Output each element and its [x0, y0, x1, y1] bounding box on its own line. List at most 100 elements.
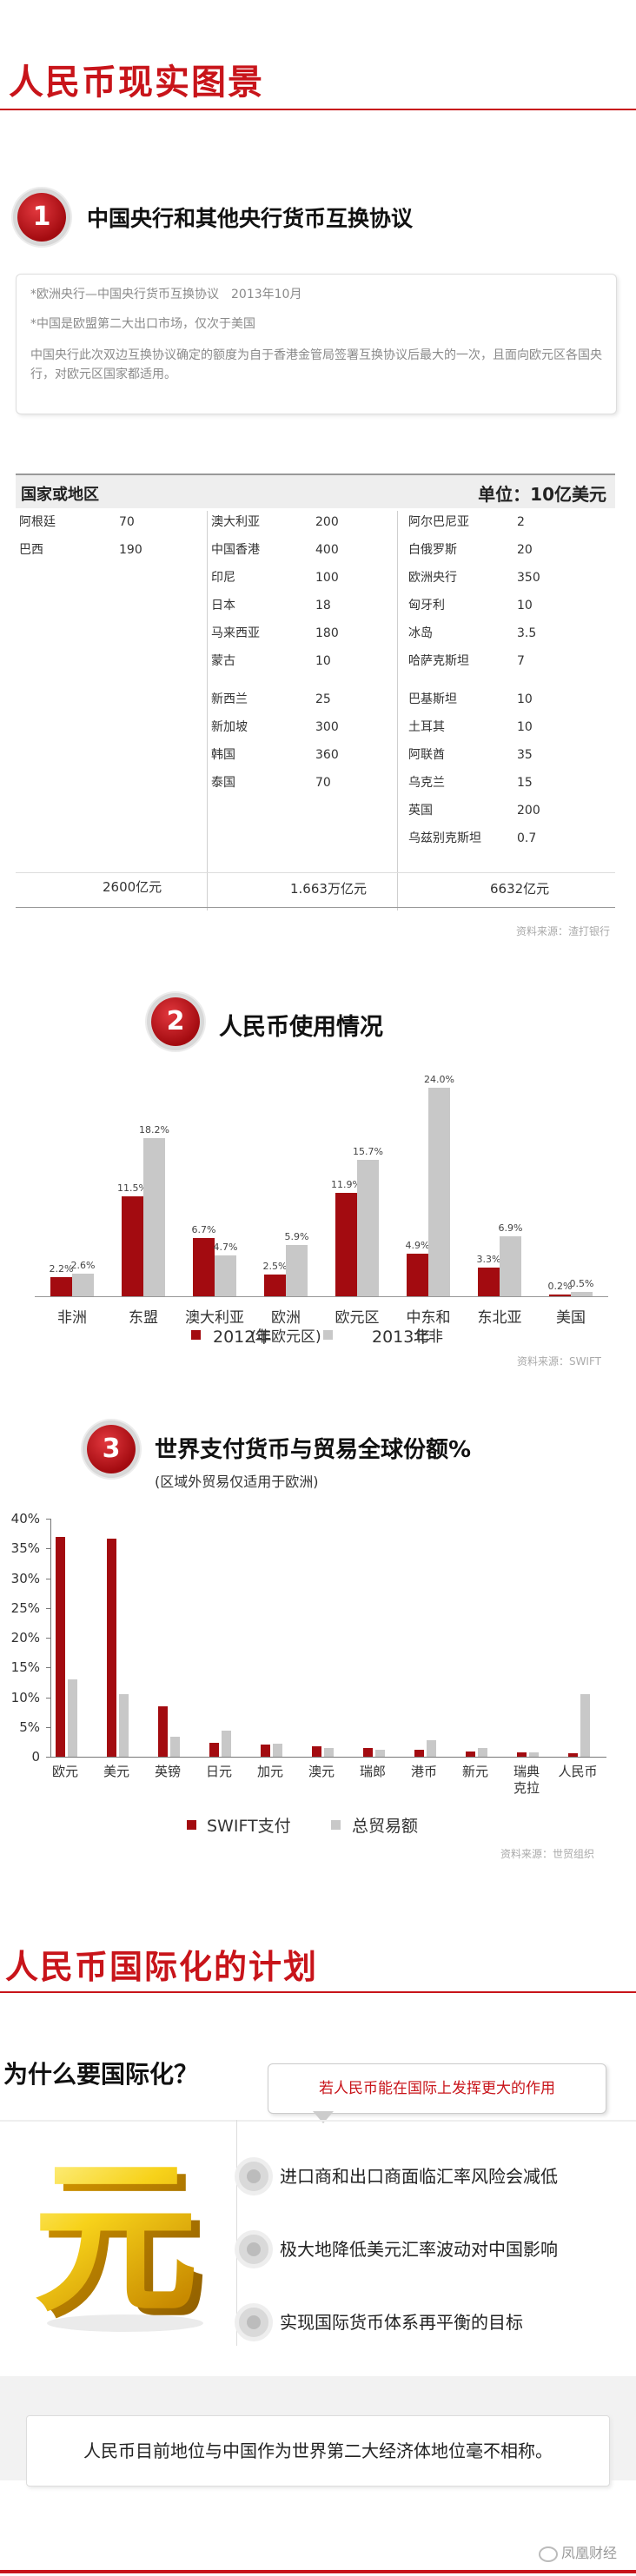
bar-2012	[549, 1295, 571, 1296]
y-tick-label: 10%	[10, 1689, 40, 1705]
bar-2013	[286, 1245, 308, 1296]
bar-value-label: 4.9%	[405, 1240, 430, 1251]
bar-total-trade	[529, 1752, 539, 1757]
bar-value-label: 18.2%	[139, 1124, 169, 1136]
x-axis-label: 欧元	[51, 1764, 78, 1779]
x-axis-label: 东盟	[129, 1309, 158, 1327]
country-name: 印尼	[211, 571, 235, 585]
bar-total-trade	[375, 1749, 385, 1757]
x-axis-label: 欧元区	[335, 1309, 380, 1327]
section4-divider	[0, 1991, 636, 1993]
bar-value-label: 4.7%	[213, 1242, 238, 1253]
bar-value-label: 15.7%	[353, 1146, 383, 1157]
table-row: 乌克兰 15	[408, 773, 533, 791]
swap-amount: 180	[315, 626, 339, 640]
table-row: 新加坡 300	[211, 718, 339, 735]
bar-value-label: 6.9%	[498, 1222, 523, 1234]
x-axis-label: 英镑	[154, 1764, 181, 1779]
country-name: 马来西亚	[211, 626, 260, 640]
y-tick-mark	[46, 1757, 50, 1758]
bar-total-trade	[170, 1737, 180, 1757]
bar-value-label: 3.3%	[476, 1254, 501, 1265]
country-name: 欧洲央行	[408, 571, 457, 585]
table-row: 巴西 190	[19, 540, 142, 558]
bar-value-label: 11.5%	[117, 1182, 148, 1194]
x-axis-label: 中东和 北非	[406, 1309, 451, 1346]
country-name: 冰岛	[408, 626, 433, 640]
bar-value-label: 2.6%	[70, 1260, 96, 1271]
swap-amount: 190	[119, 543, 142, 557]
reason-2-marker	[235, 2230, 273, 2268]
table-row: 马来西亚 180	[211, 624, 339, 641]
section2-number-badge: 2	[151, 997, 200, 1046]
bar-total-trade	[427, 1739, 436, 1757]
table-row: 新西兰 25	[211, 690, 331, 707]
swap-amount: 25	[315, 692, 331, 706]
bar-value-label: 2.2%	[49, 1263, 74, 1275]
table-row: 韩国 360	[211, 745, 339, 763]
table-row: 欧洲央行 350	[408, 568, 540, 586]
y-tick-label: 25%	[10, 1599, 40, 1616]
yuan-icon: 元 元	[33, 2142, 207, 2341]
x-axis-label: 瑞典 克拉	[513, 1764, 540, 1796]
table-header-country: 国家或地区	[21, 486, 99, 504]
x-axis-label: 港币	[410, 1764, 437, 1779]
bar-value-label: 2.5%	[262, 1261, 288, 1272]
x-axis-label: 加元	[256, 1764, 283, 1779]
table-row: 白俄罗斯 20	[408, 540, 533, 558]
country-name: 阿尔巴尼亚	[408, 515, 469, 529]
total-column-2: 1.663万亿元	[290, 881, 367, 897]
table-row: 泰国 70	[211, 773, 331, 791]
why-question: 为什么要国际化？	[3, 2060, 199, 2089]
legend-swift-swatch	[187, 1820, 196, 1830]
total-column-3: 6632亿元	[490, 881, 550, 897]
bar-swift-payment	[261, 1745, 270, 1757]
country-name: 泰国	[211, 776, 235, 790]
note-agreement-description: 中国央行此次双边互换协议确定的额度为自于香港金管局签署互换协议后最大的一次，且面…	[30, 348, 602, 381]
bar-value-label: 0.5%	[569, 1278, 594, 1289]
country-name: 韩国	[211, 748, 235, 762]
swap-table-header: 国家或地区 单位：10亿美元	[16, 473, 615, 508]
reason-3-marker	[235, 2303, 273, 2341]
legend-2012-swatch	[191, 1330, 201, 1340]
x-axis-label: 欧洲 (非欧元区)	[250, 1309, 321, 1346]
section3-number-badge: 3	[87, 1425, 136, 1473]
swap-amount: 7	[517, 654, 525, 668]
svg-text:元: 元	[33, 2142, 198, 2334]
x-axis-line	[35, 1296, 608, 1297]
table-divider-2	[397, 511, 398, 911]
world-payment-currency-chart: 0 5% 10% 15% 20% 25% 30% 35% 40% 欧元 美元 英镑 日元 加元 澳元 瑞郎 港币…	[0, 1494, 636, 1824]
swap-table-column-2: 澳大利亚 200 中国香港 400 印尼 100 日本 18 马来西亚 180 蒙古 10 新西兰 25 新…	[211, 513, 394, 851]
x-axis-label: 澳元	[308, 1764, 335, 1779]
bar-value-label: 6.7%	[191, 1224, 216, 1235]
table-row: 阿根廷 70	[19, 513, 135, 530]
swap-amount: 360	[315, 748, 339, 762]
yuan-symbol-graphic: 元 元	[21, 2139, 225, 2341]
legend-2013-label: 2013年	[372, 1328, 431, 1347]
y-tick-label: 30%	[10, 1570, 40, 1586]
bar-swift-payment	[363, 1748, 373, 1757]
note-export-market: *中国是欧盟第二大出口市场，仅次于美国	[30, 317, 255, 331]
swap-amount: 10	[517, 599, 533, 613]
y-tick-mark	[46, 1667, 50, 1669]
y-tick-mark	[46, 1519, 50, 1520]
x-axis-label: 人民币	[558, 1764, 598, 1779]
reason-1-marker	[235, 2157, 273, 2195]
x-axis-label: 瑞郎	[359, 1764, 386, 1779]
bar-swift-payment	[466, 1751, 475, 1757]
bar-2012	[407, 1254, 428, 1296]
reason-1-text: 进口商和出口商面临汇率风险会减低	[280, 2166, 558, 2187]
country-name: 新西兰	[211, 692, 248, 706]
table-row: 中国香港 400	[211, 540, 339, 558]
y-tick-mark	[46, 1726, 50, 1728]
table-row: 土耳其 10	[408, 718, 533, 735]
table-row: 冰岛 3.5	[408, 624, 536, 641]
bar-value-label: 5.9%	[284, 1231, 309, 1242]
bar-total-trade	[580, 1694, 590, 1757]
country-name: 阿联酋	[408, 748, 445, 762]
bar-swift-payment	[312, 1745, 321, 1757]
bar-total-trade	[222, 1730, 231, 1757]
bar-total-trade	[478, 1747, 487, 1757]
swap-amount: 70	[315, 776, 331, 790]
section2-title: 人民币使用情况	[219, 1014, 383, 1041]
